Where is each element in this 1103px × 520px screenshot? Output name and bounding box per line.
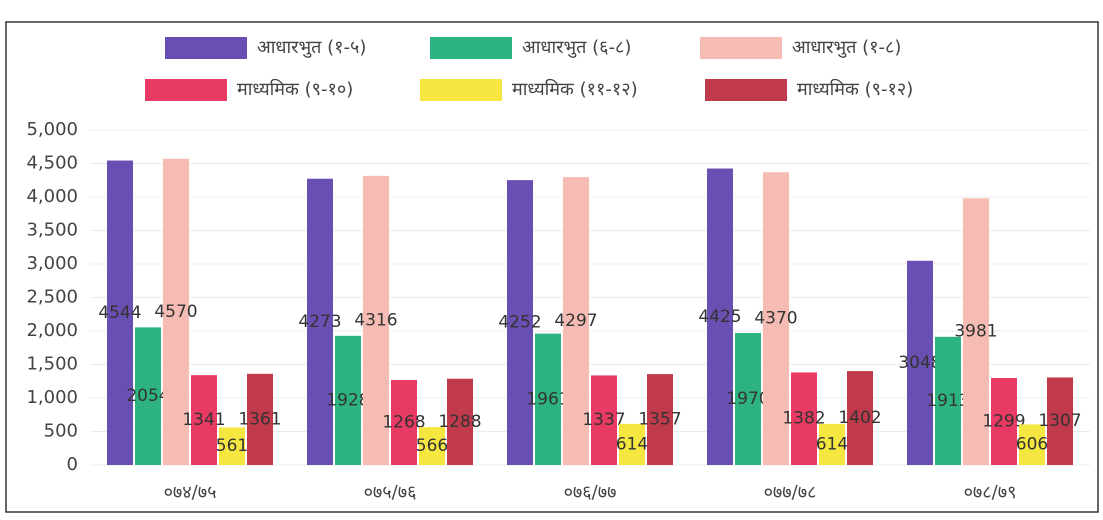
bar xyxy=(535,333,561,465)
y-tick-label: 4,500 xyxy=(26,153,78,174)
bar xyxy=(907,260,933,465)
bar xyxy=(1047,377,1073,465)
data-label: 1268 xyxy=(382,413,425,433)
data-label: 4297 xyxy=(554,311,597,331)
bar xyxy=(335,335,361,465)
data-label: 1337 xyxy=(582,410,625,430)
legend-swatch xyxy=(145,79,227,101)
data-label: 1970 xyxy=(726,389,769,409)
bar xyxy=(819,423,845,465)
bar xyxy=(647,374,673,465)
bar xyxy=(247,373,273,465)
bar xyxy=(991,377,1017,465)
bar xyxy=(591,375,617,465)
bar xyxy=(419,427,445,465)
x-tick-label: ०७७/७८ xyxy=(764,482,817,503)
y-tick-label: 2,500 xyxy=(26,287,78,308)
data-label: 1361 xyxy=(238,409,281,429)
legend-swatch xyxy=(420,79,502,101)
data-label: 4273 xyxy=(298,312,341,332)
data-label: 1288 xyxy=(438,412,481,432)
data-label: 561 xyxy=(216,436,248,456)
y-tick-label: 500 xyxy=(44,421,78,442)
bar xyxy=(135,327,161,465)
y-tick-label: 2,000 xyxy=(26,320,78,341)
bar xyxy=(307,178,333,466)
data-label: 1299 xyxy=(982,411,1025,431)
data-label: 614 xyxy=(816,434,848,454)
legend-label: आधारभुत (६-८) xyxy=(522,37,631,58)
bar xyxy=(735,333,761,465)
data-label: 4425 xyxy=(698,307,741,327)
bar xyxy=(391,380,417,465)
bar xyxy=(107,160,133,465)
legend-label: माध्यमिक (११-१२) xyxy=(512,78,638,100)
y-tick-label: 0 xyxy=(67,454,78,475)
bar xyxy=(507,180,533,465)
data-label: 1913 xyxy=(926,391,969,411)
legend-label: माध्यमिक (९-१२) xyxy=(797,78,913,100)
legend-swatch xyxy=(700,37,782,59)
y-tick-label: 3,500 xyxy=(26,220,78,241)
x-tick-label: ०७६/७७ xyxy=(564,482,617,503)
legend-label: माध्यमिक (९-१०) xyxy=(237,78,353,100)
data-label: 566 xyxy=(416,436,448,456)
data-label: 4370 xyxy=(754,309,797,329)
y-tick-label: 1,000 xyxy=(26,387,78,408)
legend-swatch xyxy=(165,37,247,59)
data-label: 1402 xyxy=(838,408,881,428)
y-tick-label: 1,500 xyxy=(26,354,78,375)
bar xyxy=(191,375,217,465)
data-label: 4316 xyxy=(354,310,397,330)
bar xyxy=(447,378,473,465)
bar xyxy=(707,168,733,465)
bar xyxy=(791,372,817,465)
bar xyxy=(219,427,245,465)
bar xyxy=(619,423,645,465)
bar xyxy=(163,158,189,465)
data-label: 1928 xyxy=(326,390,369,410)
bar xyxy=(363,175,389,465)
data-label: 1307 xyxy=(1038,411,1081,431)
bar xyxy=(847,371,873,465)
bar xyxy=(963,198,989,465)
data-label: 1341 xyxy=(182,410,225,430)
y-tick-label: 4,000 xyxy=(26,186,78,207)
data-label: 1382 xyxy=(782,409,825,429)
legend-swatch xyxy=(430,37,512,59)
x-tick-label: ०७८/७९ xyxy=(964,482,1017,503)
x-tick-label: ०७४/७५ xyxy=(164,482,217,503)
data-label: 3981 xyxy=(954,322,997,342)
bar xyxy=(563,177,589,465)
legend-swatch xyxy=(705,79,787,101)
data-label: 1357 xyxy=(638,410,681,430)
bar xyxy=(1019,424,1045,465)
bar xyxy=(763,172,789,465)
data-label: 4544 xyxy=(98,303,141,323)
legend-label: आधारभुत (१-८) xyxy=(792,37,901,58)
legend-label: आधारभुत (१-५) xyxy=(257,37,366,58)
y-tick-label: 5,000 xyxy=(26,119,78,140)
data-label: 4570 xyxy=(154,302,197,322)
y-tick-label: 3,000 xyxy=(26,253,78,274)
bar xyxy=(935,336,961,465)
x-tick-label: ०७५/७६ xyxy=(364,482,417,503)
data-label: 614 xyxy=(616,434,648,454)
data-label: 606 xyxy=(1016,435,1048,455)
data-label: 2054 xyxy=(126,386,169,406)
data-label: 3048 xyxy=(898,353,941,373)
data-label: 1961 xyxy=(526,389,569,409)
data-label: 4252 xyxy=(498,313,541,333)
